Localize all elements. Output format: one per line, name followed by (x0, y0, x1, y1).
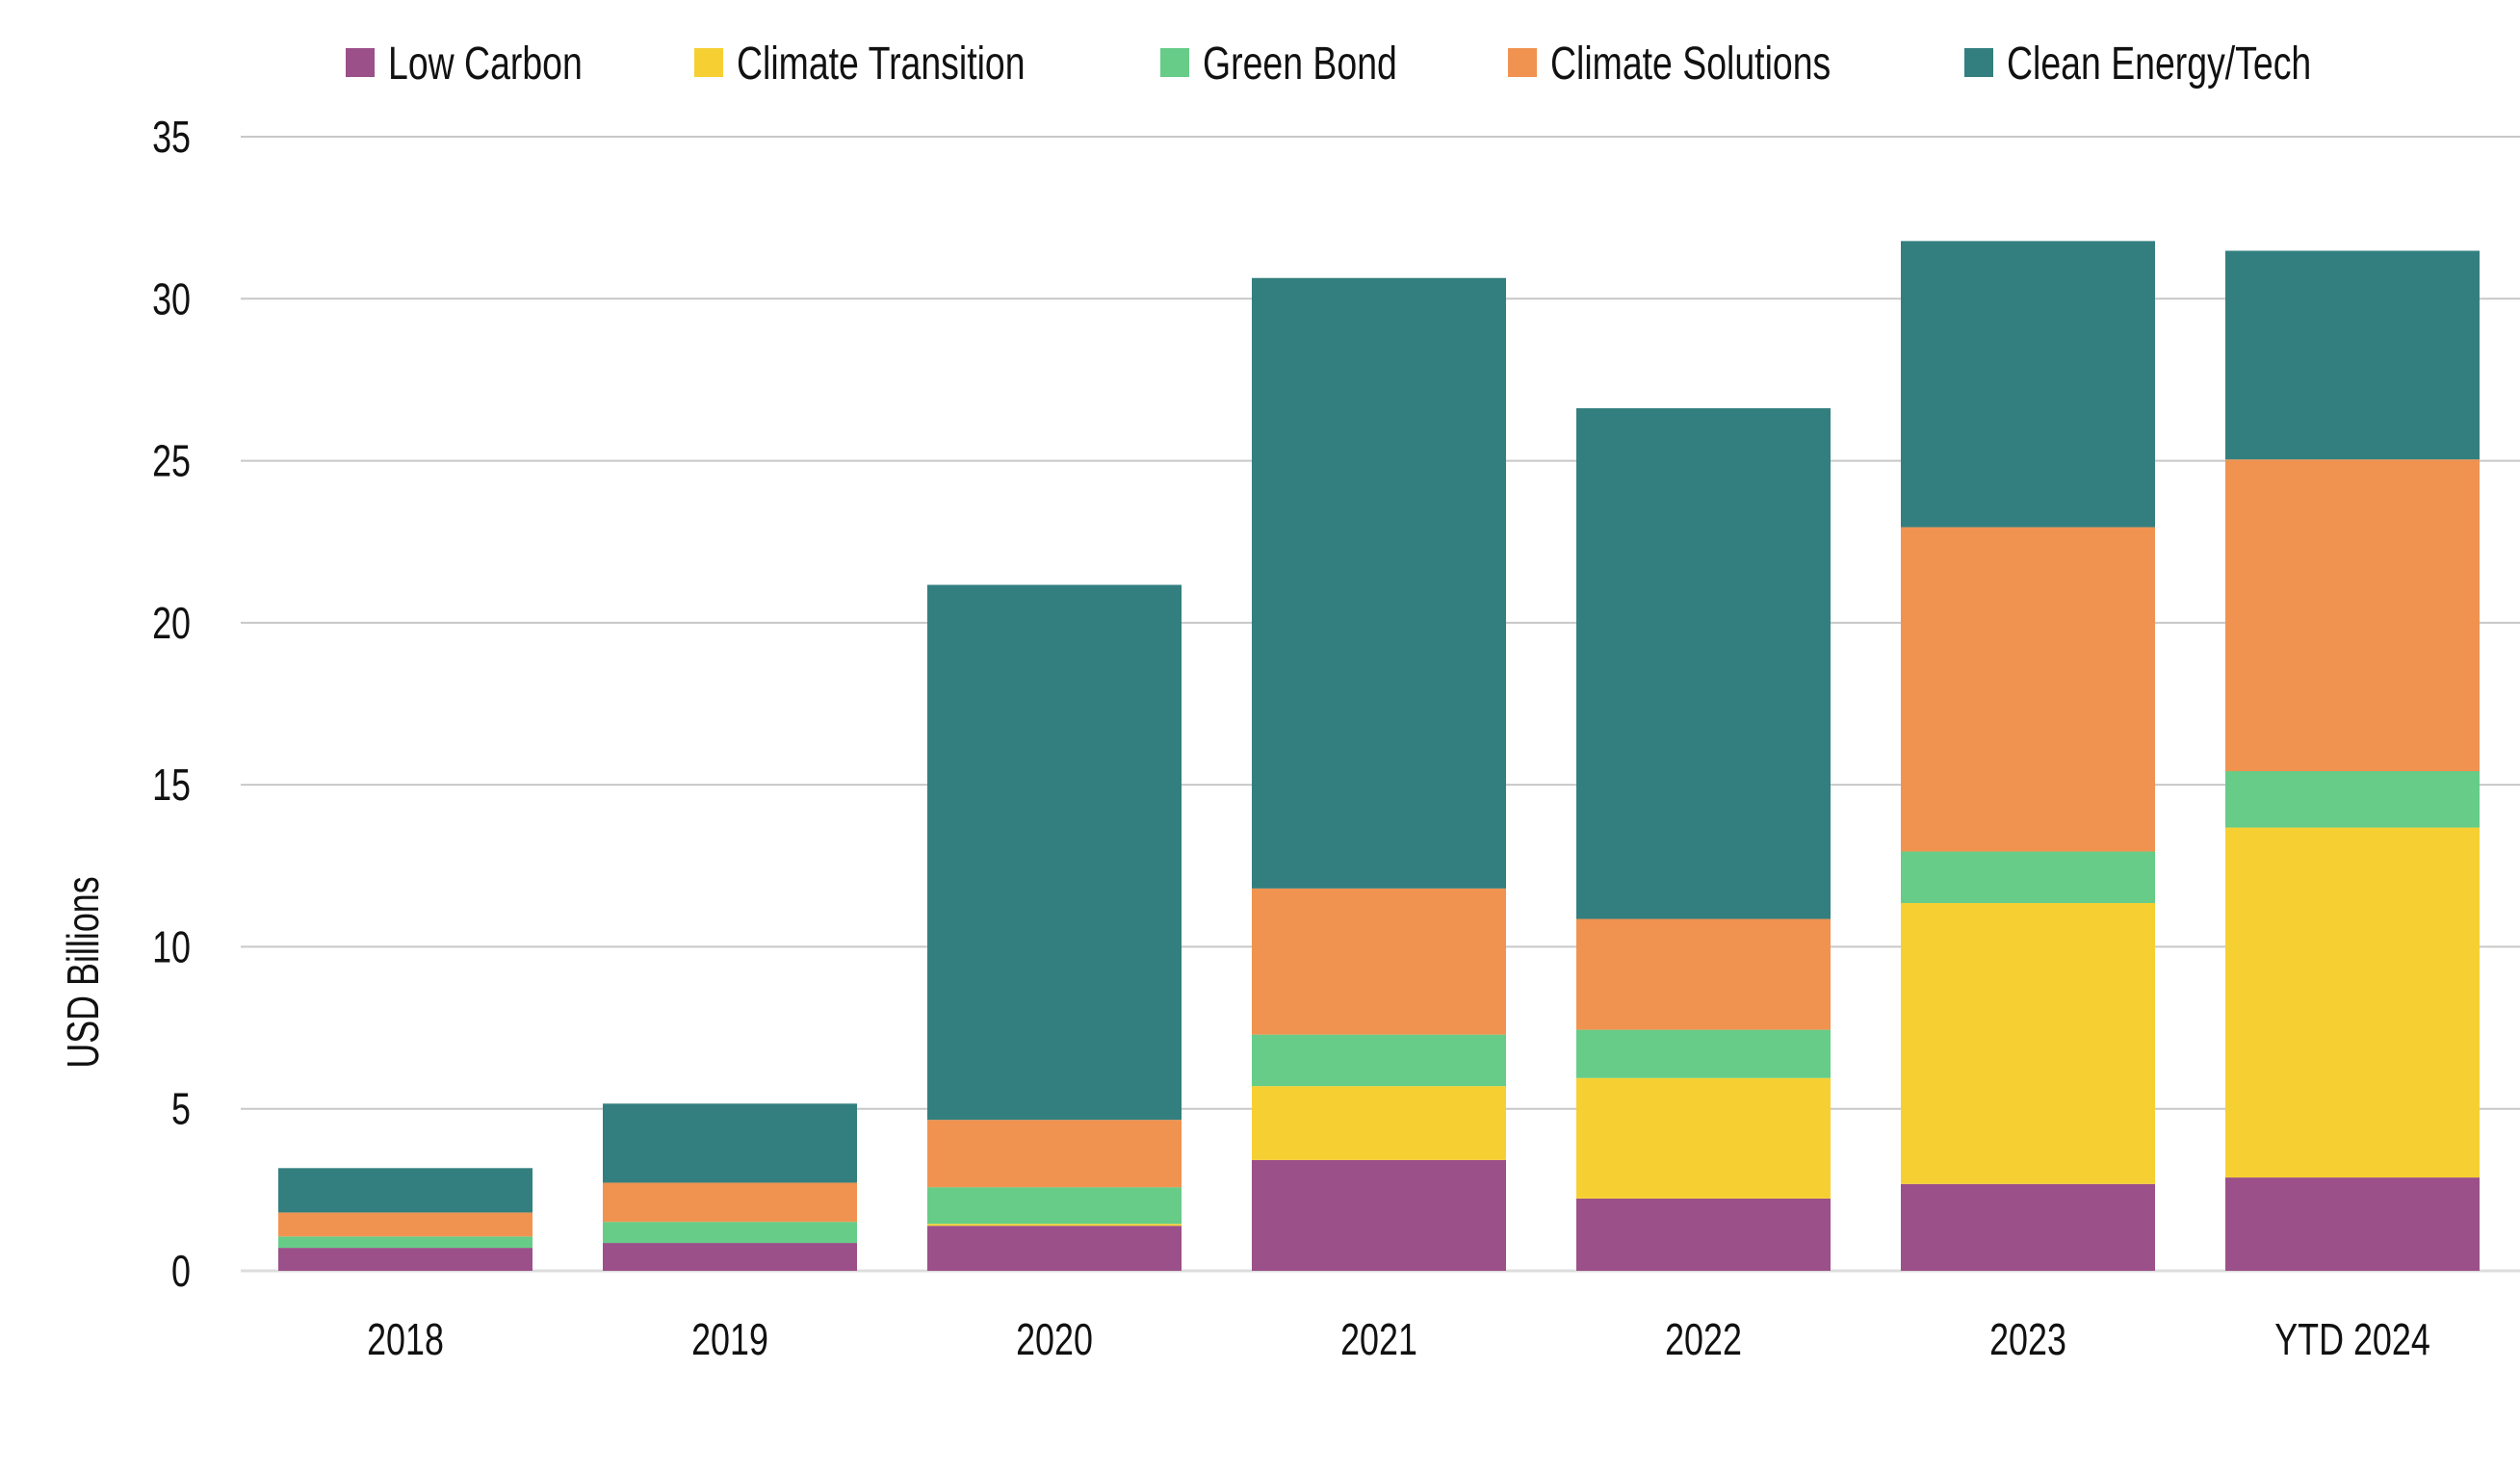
x-tick-label: 2021 (1340, 1315, 1417, 1364)
legend-swatch (1508, 48, 1537, 77)
bar-segment (278, 1212, 533, 1237)
bar-segment (1252, 1159, 1506, 1271)
bar-segment (1576, 1077, 1831, 1199)
legend-label: Climate Solutions (1550, 39, 1831, 90)
bar-segment (1576, 408, 1831, 919)
x-tick-label: 2020 (1016, 1315, 1093, 1364)
y-tick-label: 35 (152, 113, 191, 162)
legend-swatch (694, 48, 723, 77)
bar-segment (2225, 771, 2480, 828)
bar-segment (2225, 459, 2480, 772)
bar-segment (1901, 527, 2155, 852)
legend-swatch (1160, 48, 1189, 77)
bar-segment (1252, 1034, 1506, 1087)
y-axis-ticks: 0 5 10 15 20 25 30 35 (152, 113, 191, 1296)
bar-segment (603, 1222, 857, 1244)
bar-segment (603, 1243, 857, 1271)
bars (278, 241, 2480, 1271)
bar-segment (1252, 277, 1506, 889)
bar-segment (278, 1236, 533, 1249)
x-tick-label: YTD 2024 (2274, 1315, 2430, 1364)
bar-segment (2225, 250, 2480, 460)
bar-segment (2225, 1177, 2480, 1271)
bar-segment (278, 1168, 533, 1213)
bar-segment (1576, 1029, 1831, 1078)
bar-segment (1576, 1198, 1831, 1271)
x-axis-ticks: 2018 2019 2020 2021 2022 2023 YTD 2024 (367, 1315, 2430, 1364)
legend-label: Climate Transition (737, 39, 1026, 90)
x-tick-label: 2023 (1989, 1315, 2066, 1364)
y-tick-label: 25 (152, 436, 191, 485)
bar-segment (603, 1103, 857, 1183)
legend-label: Green Bond (1203, 39, 1397, 90)
legend: Low Carbon Climate Transition Green Bond Cl… (346, 39, 2311, 90)
legend-swatch (346, 48, 375, 77)
bar-segment (1901, 851, 2155, 903)
y-tick-label: 30 (152, 274, 191, 323)
x-tick-label: 2018 (367, 1315, 444, 1364)
bar-segment (1901, 902, 2155, 1184)
legend-label: Low Carbon (388, 39, 583, 90)
x-tick-label: 2022 (1665, 1315, 1742, 1364)
y-tick-label: 10 (152, 922, 191, 971)
y-tick-label: 0 (171, 1247, 191, 1296)
bar-segment (1252, 888, 1506, 1035)
y-axis-label: USD Billions (59, 876, 108, 1068)
legend-swatch (1964, 48, 1993, 77)
bar-segment (927, 1226, 1182, 1271)
bar-segment (1901, 241, 2155, 528)
y-tick-label: 15 (152, 761, 191, 810)
bar-segment (1252, 1086, 1506, 1160)
legend-label: Clean Energy/Tech (2007, 39, 2311, 90)
bar-segment (278, 1248, 533, 1271)
y-tick-label: 5 (171, 1084, 191, 1133)
bar-segment (927, 1120, 1182, 1188)
y-tick-label: 20 (152, 599, 191, 648)
bar-segment (2225, 827, 2480, 1178)
bar-segment (927, 584, 1182, 1121)
bar-segment (603, 1182, 857, 1223)
bar-segment (927, 1187, 1182, 1225)
bar-segment (1576, 918, 1831, 1030)
x-tick-label: 2019 (691, 1315, 768, 1364)
bar-segment (927, 1224, 1182, 1227)
bar-segment (1901, 1183, 2155, 1271)
